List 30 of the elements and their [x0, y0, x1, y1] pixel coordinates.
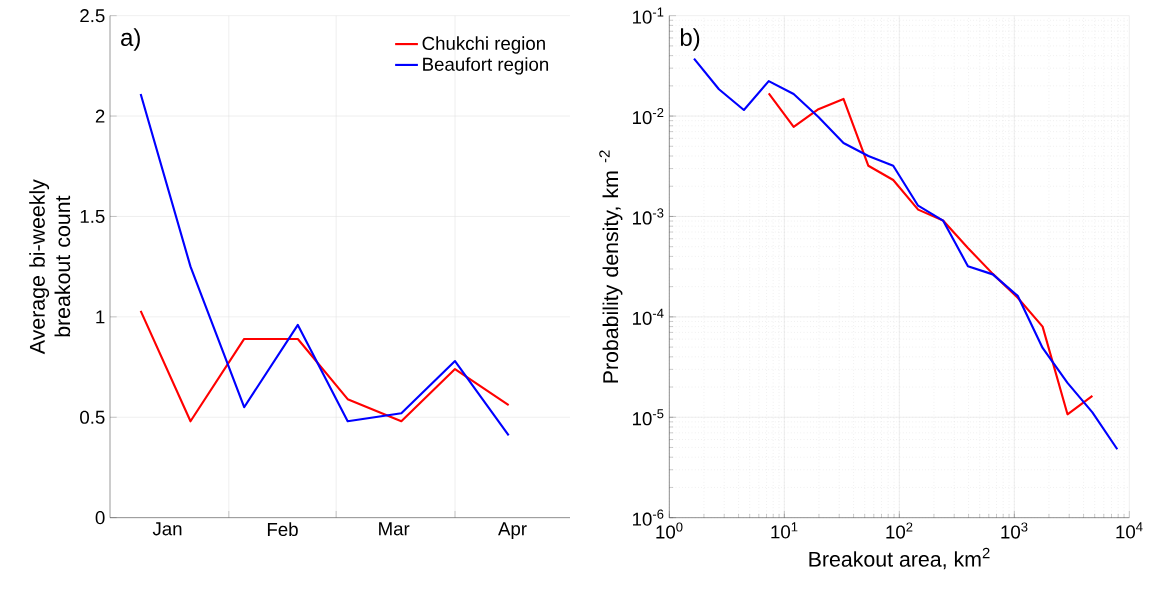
y-tick-label: 1: [96, 310, 105, 324]
annotation: a): [121, 28, 140, 51]
y-tick-label: 2.5: [80, 9, 105, 23]
annotation: b): [680, 28, 700, 51]
y-tick-label: 10$^{-5}$: [633, 409, 664, 426]
y-tick-label: 1.5: [80, 209, 105, 223]
x-tick-label: Jan: [152, 522, 182, 536]
x-tick-label: 10$^{4}$: [1116, 522, 1143, 539]
line-series: [692, 57, 1119, 451]
y-tick-label: 10$^{-1}$: [633, 7, 664, 24]
x-tick-label: 10$^{1}$: [771, 522, 798, 539]
y-tick-label: 10$^{-2}$: [633, 107, 664, 125]
line-series: [139, 309, 510, 423]
x-axis-title: Breakout area, km$^{2}$: [809, 547, 990, 570]
legend-label: Chukchi region: [422, 36, 545, 54]
line-series: [139, 92, 510, 437]
y-tick-label: 10$^{-3}$: [633, 208, 664, 225]
y-tick-label: 0.5: [80, 410, 105, 424]
x-tick-label: Feb: [267, 522, 298, 537]
x-tick-label: 10$^{2}$: [886, 522, 913, 539]
x-tick-label: Apr: [498, 522, 527, 540]
line-series: [767, 92, 1094, 416]
y-tick-label: 10$^{-4}$: [633, 308, 664, 325]
x-tick-label: 10$^{3}$: [1001, 522, 1028, 539]
x-tick-label: Mar: [379, 522, 410, 536]
y-axis-title: Probability density, km $^{-2}$: [599, 150, 623, 383]
legend-label: Beaufort region: [423, 57, 549, 75]
y-tick-label: 0: [95, 511, 105, 525]
y-tick-label: 2: [95, 109, 105, 123]
y-axis-title: Average bi-weekly breakout count: [29, 179, 71, 355]
